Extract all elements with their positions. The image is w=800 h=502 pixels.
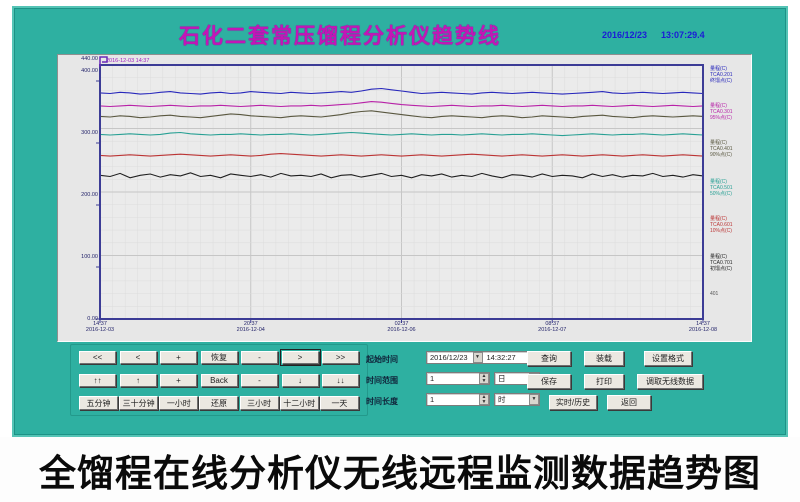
x-tick-label: 14:37 2016-12-08 (688, 321, 718, 333)
nav-button-[interactable]: ↑ (119, 373, 157, 387)
y-tick-label: 440.00 (81, 55, 98, 62)
pen-legend-4[interactable]: 量程(C) TCA0.501 50%点(C) (710, 179, 733, 197)
trend-line-50%点 (99, 131, 704, 137)
time-length-label: 时间长度 (366, 397, 398, 406)
trend-plot[interactable] (96, 56, 704, 323)
nav-button-[interactable]: + (160, 373, 197, 387)
y-tick-label: 0.00 (87, 315, 98, 322)
nav-button-[interactable]: ↓ (281, 373, 319, 387)
time-range-value[interactable]: 1 (430, 374, 435, 383)
nav-button-[interactable]: ↓↓ (322, 373, 359, 387)
nav-button-三小时[interactable]: 三小时 (239, 396, 279, 410)
length-spinner[interactable]: ▲ ▼ (479, 394, 489, 405)
nav-button-[interactable]: - (241, 373, 278, 387)
nav-button-[interactable]: + (160, 351, 197, 364)
nav-button-五分钟[interactable]: 五分钟 (79, 396, 118, 410)
x-tick-label: 14:37 2016-12-03 (85, 321, 115, 333)
nav-button-恢复[interactable]: 恢复 (200, 351, 238, 364)
load-button[interactable]: 装载 (584, 351, 624, 366)
time-range-label: 时间范围 (366, 376, 398, 385)
trend-window: 石化二套常压馏程分析仪趋势线 2016/12/23 13:07:29.4 201… (12, 6, 788, 437)
vertical-nav-row: ↑↑ ↑ + Back - ↓ ↓↓ (79, 373, 359, 387)
plot-area[interactable] (96, 56, 704, 323)
length-unit-dropdown-icon[interactable]: ▼ (529, 394, 539, 405)
trend-line-90%点 (99, 110, 704, 119)
nav-button-十二小时[interactable]: 十二小时 (279, 396, 319, 410)
trend-chart-panel: 2016-12-03 14:37 440.00 400.00 300.00 200.0… (57, 54, 752, 342)
nav-button-一小时[interactable]: 一小时 (159, 396, 199, 410)
timespan-row: 五分钟 三十分钟 一小时 还原 三小时 十二小时 一天 (79, 396, 359, 410)
pen-legend-1[interactable]: 量程(C) TCA0.201 终馏点(C) (710, 66, 733, 84)
nav-button-[interactable]: - (241, 351, 278, 364)
start-time-value[interactable]: 14:32:27 (486, 353, 516, 362)
nav-button-[interactable]: >> (322, 351, 359, 364)
realtime-history-button[interactable]: 实时/历史 (549, 395, 597, 410)
range-unit-value[interactable]: 日 (498, 374, 506, 383)
cursor-timestamp: 2016-12-03 14:37 (106, 58, 150, 64)
x-tick-label: 20:37 2016-12-04 (236, 321, 265, 333)
current-time: 13:07:29.4 (661, 30, 705, 40)
pen-legend-column: 量程(C) TCA0.201 终馏点(C) 量程(C) TCA0.301 95%点(C) 量… (708, 55, 752, 343)
range-spinner[interactable]: ▲ ▼ (479, 373, 489, 384)
pen-legend-3[interactable]: 量程(C) TCA0.401 90%点(C) (710, 140, 733, 158)
horizontal-nav-row: << < + 恢复 - > >> (79, 349, 359, 366)
start-time-label: 起始时间 (366, 355, 398, 364)
start-date-value[interactable]: 2016/12/23 (430, 353, 468, 362)
x-tick-label: 08:37 2016-12-07 (538, 321, 567, 333)
length-unit-dropdown[interactable]: 时 ▼ (494, 393, 540, 406)
nav-button-还原[interactable]: 还原 (199, 396, 239, 410)
pan-zoom-group: << < + 恢复 - > >> ↑↑ ↑ + Back - ↓ ↓↓ 五分钟 三十分钟 一小时 还原 三小时十… (70, 344, 368, 416)
caption-text: 全馏程在线分析仪无线远程监测数据趋势图 (39, 452, 761, 494)
calendar-dropdown-icon[interactable]: ▼ (472, 352, 483, 363)
right-axis-note: 401 (710, 291, 719, 297)
time-range-field[interactable]: 1 ▲ ▼ (426, 372, 490, 385)
nav-button-[interactable]: > (279, 349, 321, 366)
nav-button-三十分钟[interactable]: 三十分钟 (119, 396, 159, 410)
window-title: 石化二套常压馏程分析仪趋势线 (179, 25, 501, 48)
trend-line-95%点 (99, 101, 704, 108)
pen-legend-2[interactable]: 量程(C) TCA0.301 95%点(C) (710, 103, 733, 121)
nav-button-Back[interactable]: Back (200, 373, 238, 387)
nav-button-[interactable]: < (119, 351, 157, 364)
nav-button-[interactable]: << (79, 351, 116, 364)
y-tick-label: 100.00 (81, 253, 98, 260)
time-length-value[interactable]: 1 (430, 395, 435, 404)
trend-line-终馏点 (99, 87, 704, 95)
time-length-field[interactable]: 1 ▲ ▼ (426, 393, 490, 406)
pen-legend-5[interactable]: 量程(C) TCA0.601 10%点(C) (710, 216, 733, 234)
start-time-field[interactable]: 2016/12/23 ▼ 14:32:27 ▲▼ (426, 351, 540, 364)
y-tick-label: 400.00 (81, 67, 98, 74)
length-unit-value[interactable]: 时 (498, 395, 506, 404)
y-tick-label: 200.00 (81, 191, 98, 198)
caption-bar: 全馏程在线分析仪无线远程监测数据趋势图 (0, 437, 800, 502)
save-button[interactable]: 保存 (527, 374, 571, 389)
nav-button-[interactable]: ↑↑ (79, 373, 116, 387)
cursor-flag-icon[interactable] (99, 56, 108, 67)
nav-button-一天[interactable]: 一天 (319, 396, 359, 410)
back-button[interactable]: 返回 (607, 395, 651, 410)
query-button[interactable]: 查询 (527, 351, 571, 366)
trend-line-初馏点 (99, 172, 704, 179)
set-format-button[interactable]: 设置格式 (644, 351, 692, 366)
pen-legend-6[interactable]: 量程(C) TCA0.701 初馏点(C) (710, 254, 733, 272)
x-tick-label: 02:37 2016-12-06 (387, 321, 416, 333)
fetch-wireless-button[interactable]: 调取无线数据 (637, 374, 703, 389)
clock: 2016/12/23 13:07:29.4 (602, 30, 782, 40)
trend-line-10%点 (99, 153, 704, 157)
current-date: 2016/12/23 (602, 30, 648, 40)
y-tick-label: 300.00 (81, 129, 98, 136)
print-button[interactable]: 打印 (584, 374, 624, 389)
